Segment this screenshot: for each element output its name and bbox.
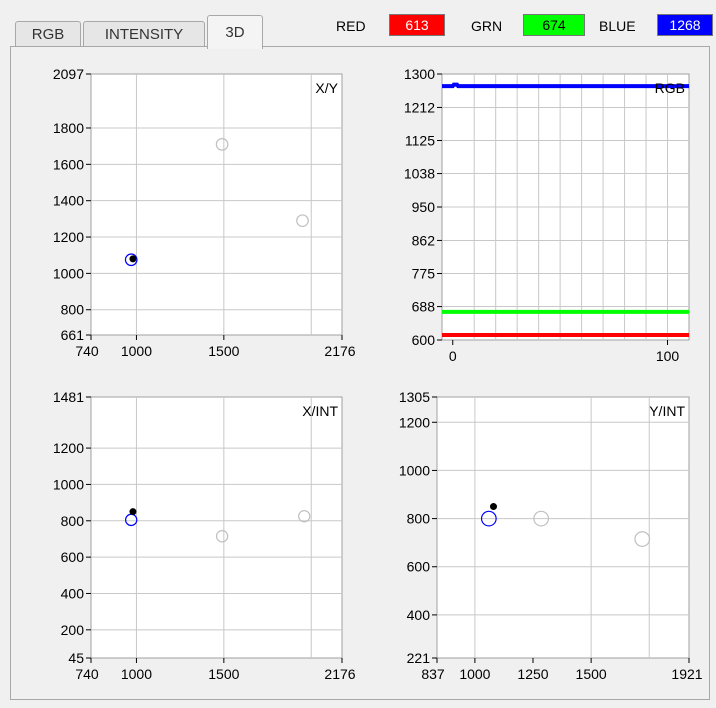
x-tick-label: 1500 [576, 666, 607, 682]
red-value-display: 613 [389, 14, 445, 36]
x-tick-label: 1500 [208, 343, 239, 359]
x-tick-label: 1500 [208, 666, 239, 682]
y-tick-label: 800 [407, 511, 431, 527]
plot-title: X/INT [302, 403, 338, 419]
y-tick-label: 1000 [53, 265, 84, 281]
y-tick-label: 688 [412, 299, 436, 315]
grid [442, 74, 689, 340]
x-tick-label: 2176 [324, 343, 355, 359]
y-tick-label: 1200 [53, 440, 84, 456]
reference-circle [215, 137, 229, 151]
y-tick-label: 661 [61, 327, 85, 343]
plot-title: RGB [655, 80, 685, 96]
measured-circle [480, 510, 497, 527]
y-tick-label: 400 [61, 585, 85, 601]
y-tick-label: 600 [412, 332, 436, 348]
y-tick-label: 1400 [53, 193, 84, 209]
measured-circle [124, 253, 138, 267]
x-tick-label: 1000 [121, 666, 152, 682]
y-tick-label: 1600 [53, 156, 84, 172]
plot-y-int: Y/INT 221 400 600 800 1000 1200 1305 837 1000 1250… [399, 389, 703, 682]
y-tick-label: 45 [68, 650, 84, 666]
y-tick-label: 1800 [53, 120, 84, 136]
x-tick-label: 1000 [459, 666, 490, 682]
plot-background [90, 396, 343, 659]
x-tick-label: 1250 [517, 666, 548, 682]
blue-value: 1268 [669, 17, 701, 33]
y-tick-label: 862 [412, 232, 436, 248]
x-tick-label: 837 [421, 666, 445, 682]
grid [91, 397, 342, 658]
plot-x-y: X/Y 661 800 1000 1200 1400 1600 1800 2097 740 1000… [53, 66, 356, 359]
y-tick-label: 1038 [404, 166, 435, 182]
y-tick-label: 1300 [404, 66, 435, 82]
y-tick-label: 1200 [399, 414, 430, 430]
x-tick-label: 1000 [121, 343, 152, 359]
green-value: 674 [542, 17, 566, 33]
y-tick-label: 400 [407, 607, 431, 623]
y-tick-label: 1000 [53, 476, 84, 492]
grid [91, 74, 342, 335]
y-tick-label: 200 [61, 622, 85, 638]
y-tick-label: 2097 [53, 66, 84, 82]
y-tick-label: 1305 [399, 389, 430, 405]
plot-x-int: X/INT 45 200 400 600 800 1000 1200 1481 740 1000 15… [53, 389, 356, 682]
tab-rgb-label: RGB [31, 26, 65, 43]
plot-background [90, 73, 343, 336]
tab-3d[interactable]: 3D [207, 15, 263, 49]
tab-bar: RGB INTENSITY 3D RED 613 GRN 674 BLUE 12… [0, 0, 716, 49]
y-tick-label: 221 [407, 650, 431, 666]
reference-circle [215, 530, 229, 543]
measured-point [129, 255, 137, 263]
x-tick-label: 2176 [324, 666, 355, 682]
red-value: 613 [405, 17, 429, 33]
x-tick-label: 740 [75, 666, 99, 682]
y-tick-label: 1200 [53, 229, 84, 245]
y-tick-label: 1212 [404, 99, 435, 115]
x-tick-label: 740 [75, 343, 99, 359]
y-tick-label: 600 [407, 559, 431, 575]
tab-intensity-label: INTENSITY [104, 26, 184, 43]
y-tick-label: 800 [61, 513, 85, 529]
blue-label: BLUE [599, 18, 636, 34]
reference-circle [634, 531, 651, 547]
y-tick-label: 1000 [399, 462, 430, 478]
x-tick-label: 0 [449, 348, 457, 364]
grid [437, 397, 689, 658]
y-tick-label: 1481 [53, 389, 84, 405]
tab-rgb[interactable]: RGB [15, 21, 81, 47]
x-tick-label: 1921 [671, 666, 702, 682]
y-tick-label: 1125 [405, 133, 435, 149]
reference-circle [533, 510, 550, 527]
x-tick-label: 100 [656, 348, 680, 364]
plot-rgb: RGB 600 688 775 862 950 1038 1125 1212 1300 0 100 [404, 66, 690, 364]
y-tick-label: 950 [412, 199, 436, 215]
plot-title: X/Y [315, 80, 338, 96]
tab-intensity[interactable]: INTENSITY [83, 21, 205, 47]
y-tick-label: 775 [412, 266, 436, 282]
green-value-display: 674 [523, 14, 585, 36]
series-line [442, 82, 689, 89]
plot-title: Y/INT [649, 403, 685, 419]
measured-point [489, 503, 497, 511]
reference-circle [296, 214, 309, 228]
y-tick-label: 800 [61, 302, 85, 318]
measured-point [129, 508, 137, 516]
y-tick-label: 600 [61, 549, 85, 565]
red-label: RED [336, 18, 366, 34]
blue-value-display: 1268 [657, 14, 713, 36]
tab-3d-label: 3D [225, 24, 245, 41]
reference-circle [298, 510, 311, 523]
green-label: GRN [471, 18, 503, 34]
